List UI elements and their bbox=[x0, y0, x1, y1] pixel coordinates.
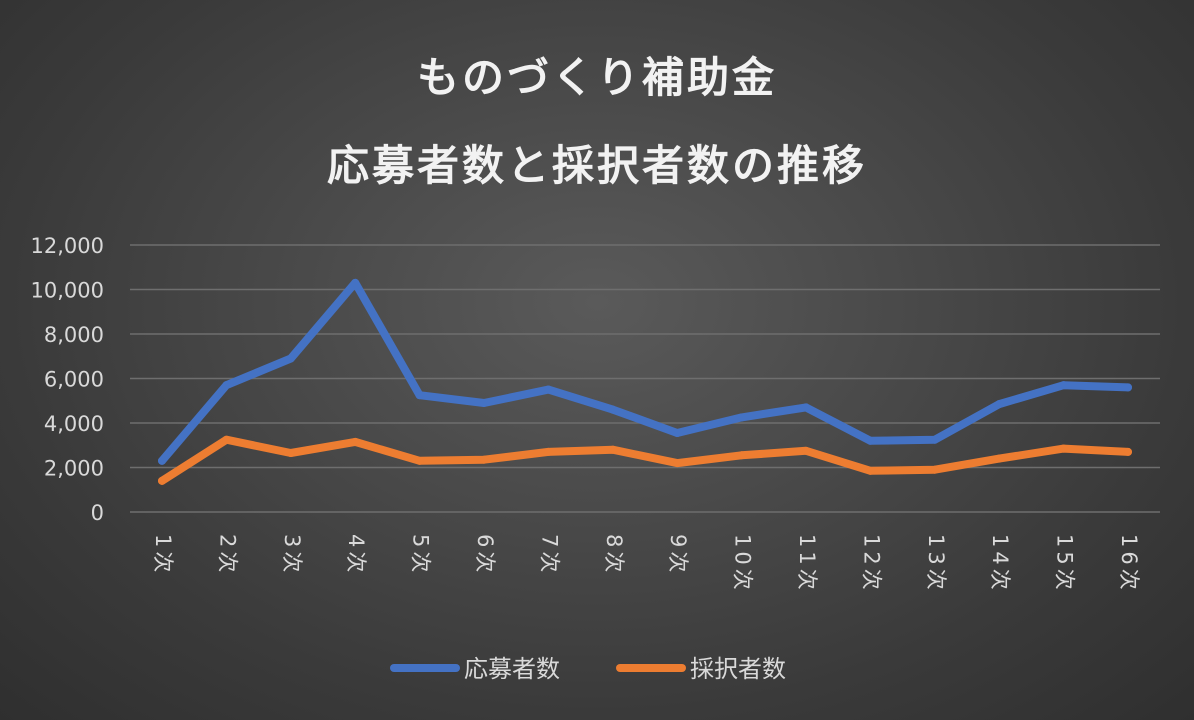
x-tick-label: 10次 bbox=[731, 534, 755, 594]
x-tick-label: 14次 bbox=[988, 534, 1012, 594]
x-tick-label: 3次 bbox=[280, 534, 304, 576]
x-tick-label: 2次 bbox=[215, 534, 239, 576]
x-tick-label: 15次 bbox=[1053, 534, 1077, 594]
data-point bbox=[222, 381, 231, 390]
legend-label: 採択者数 bbox=[690, 655, 786, 683]
x-tick-label: 5次 bbox=[409, 534, 433, 576]
data-point bbox=[673, 459, 682, 468]
series-line bbox=[158, 435, 1132, 485]
data-point bbox=[480, 455, 488, 464]
gridlines bbox=[130, 244, 1160, 513]
data-point bbox=[866, 466, 875, 475]
data-point bbox=[866, 436, 875, 445]
data-point bbox=[351, 437, 360, 446]
x-tick-label: 13次 bbox=[924, 534, 948, 594]
data-point bbox=[415, 391, 424, 400]
y-tick-label: 2,000 bbox=[44, 457, 104, 481]
x-tick-label: 6次 bbox=[473, 534, 497, 576]
series-line bbox=[158, 278, 1132, 465]
x-tick-label: 12次 bbox=[859, 534, 883, 594]
data-point bbox=[286, 449, 295, 458]
data-point bbox=[1059, 381, 1068, 390]
chart-title-line-1: ものづくり補助金 bbox=[416, 53, 777, 102]
y-axis-tick-labels: 0 2,000 4,000 6,000 8,000 10,000 12,000 bbox=[31, 234, 104, 525]
data-point bbox=[1124, 447, 1132, 456]
data-point bbox=[673, 429, 682, 438]
data-point bbox=[608, 445, 617, 454]
legend-label: 応募者数 bbox=[464, 655, 560, 683]
y-tick-label: 0 bbox=[91, 501, 104, 525]
data-point bbox=[802, 446, 810, 455]
x-tick-label: 1次 bbox=[151, 534, 175, 576]
x-tick-label: 11次 bbox=[795, 534, 819, 594]
x-tick-label: 8次 bbox=[602, 534, 626, 576]
x-tick-label: 16次 bbox=[1117, 534, 1141, 594]
y-tick-label: 10,000 bbox=[31, 279, 104, 303]
data-point bbox=[1059, 444, 1068, 453]
data-point bbox=[158, 476, 166, 485]
data-point bbox=[930, 435, 939, 444]
data-point bbox=[608, 405, 617, 414]
data-point bbox=[351, 278, 360, 287]
data-point bbox=[737, 413, 746, 422]
data-point bbox=[222, 435, 231, 444]
data-point bbox=[930, 465, 939, 474]
legend: 応募者数 採択者数 bbox=[390, 655, 786, 683]
y-tick-label: 6,000 bbox=[44, 368, 104, 392]
data-point bbox=[286, 354, 295, 363]
y-tick-label: 8,000 bbox=[44, 323, 104, 347]
chart-title-line-2: 応募者数と採択者数の推移 bbox=[326, 141, 867, 190]
x-tick-label: 9次 bbox=[666, 534, 690, 576]
x-axis-tick-labels: 1次 2次 3次 4次 5次 6次 7次 8次 9次 10次 11次 12次 13次 14次 15次 16次 bbox=[151, 534, 1141, 594]
x-tick-label: 4次 bbox=[344, 534, 368, 576]
x-tick-label: 7次 bbox=[537, 534, 561, 576]
data-point bbox=[995, 454, 1004, 463]
data-point bbox=[158, 456, 166, 465]
data-series bbox=[158, 278, 1132, 485]
data-point bbox=[480, 398, 488, 407]
data-point bbox=[737, 451, 746, 460]
data-point bbox=[544, 447, 553, 456]
data-point bbox=[544, 385, 553, 394]
data-point bbox=[415, 456, 424, 465]
y-tick-label: 4,000 bbox=[44, 412, 104, 436]
data-point bbox=[1124, 383, 1132, 392]
y-tick-label: 12,000 bbox=[31, 234, 104, 258]
data-point bbox=[802, 403, 810, 412]
data-point bbox=[995, 400, 1004, 409]
